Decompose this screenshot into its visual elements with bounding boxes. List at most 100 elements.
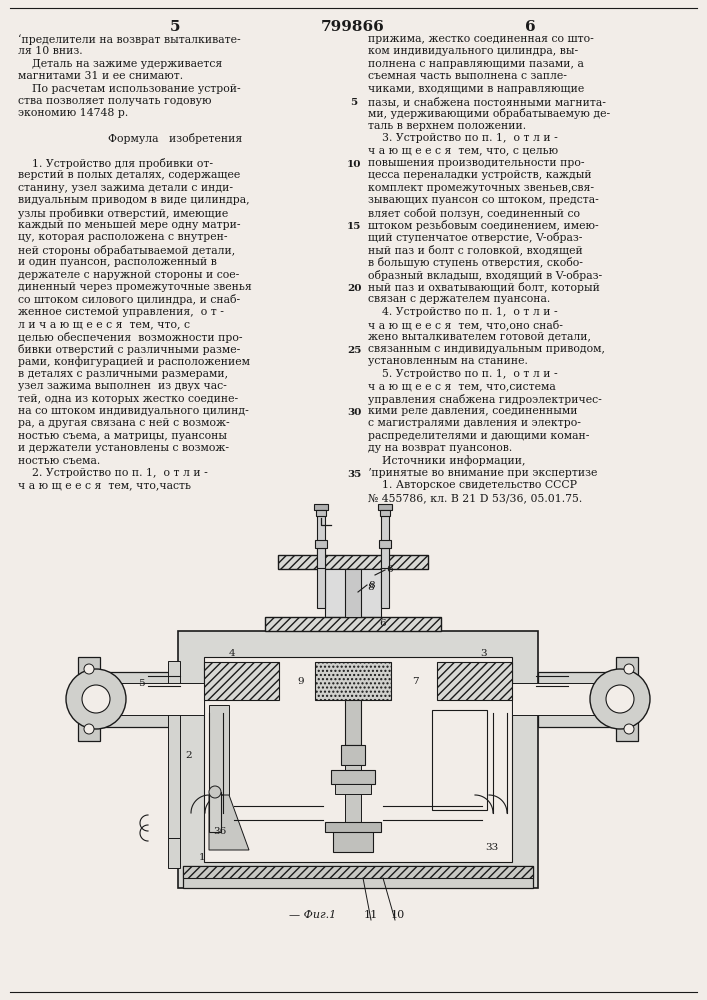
Text: 5: 5 xyxy=(351,98,358,107)
Text: ч а ю щ е е с я  тем, что,часть: ч а ю щ е е с я тем, что,часть xyxy=(18,480,191,490)
Text: узел зажима выполнен  из двух час-: узел зажима выполнен из двух час- xyxy=(18,381,227,391)
Circle shape xyxy=(624,664,634,674)
Text: цу, которая расположена с внутрен-: цу, которая расположена с внутрен- xyxy=(18,232,228,242)
Text: 3: 3 xyxy=(481,650,487,658)
Text: 2. Устройство по п. 1,  о т л и -: 2. Устройство по п. 1, о т л и - xyxy=(18,468,208,478)
Text: комплект промежуточных звеньев,свя-: комплект промежуточных звеньев,свя- xyxy=(368,183,594,193)
Text: в деталях с различными размерами,: в деталях с различными размерами, xyxy=(18,369,228,379)
Text: ч а ю щ е е с я  тем, что, с целью: ч а ю щ е е с я тем, что, с целью xyxy=(368,146,558,156)
Text: ком индивидуального цилиндра, вы-: ком индивидуального цилиндра, вы- xyxy=(368,46,578,56)
Bar xyxy=(333,830,373,852)
Text: ‘пределители на возврат выталкивате-: ‘пределители на возврат выталкивате- xyxy=(18,34,240,45)
Text: ностью съема, а матрицы, пуансоны: ностью съема, а матрицы, пуансоны xyxy=(18,431,227,441)
Bar xyxy=(314,504,328,510)
Bar xyxy=(209,792,221,832)
Bar xyxy=(378,504,392,510)
Text: 11: 11 xyxy=(364,910,378,920)
Text: ней стороны обрабатываемой детали,: ней стороны обрабатываемой детали, xyxy=(18,245,235,256)
Bar xyxy=(381,548,389,568)
Bar xyxy=(178,631,538,888)
Bar xyxy=(616,657,638,741)
Text: л и ч а ю щ е е с я  тем, что, с: л и ч а ю щ е е с я тем, что, с xyxy=(18,319,190,329)
Text: 20: 20 xyxy=(346,284,361,293)
Text: 7: 7 xyxy=(411,676,419,686)
Text: 5. Устройство по п. 1,  о т л и -: 5. Устройство по п. 1, о т л и - xyxy=(368,369,558,379)
Text: 36: 36 xyxy=(214,828,227,836)
Bar xyxy=(168,838,180,868)
Bar xyxy=(209,705,229,795)
Text: жено выталкивателем готовой детали,: жено выталкивателем готовой детали, xyxy=(368,332,591,342)
Text: ра, а другая связана с ней с возмож-: ра, а другая связана с ней с возмож- xyxy=(18,418,230,428)
Text: управления снабжена гидроэлектричес-: управления снабжена гидроэлектричес- xyxy=(368,394,602,405)
Bar xyxy=(432,710,487,810)
Text: полнена с направляющими пазами, а: полнена с направляющими пазами, а xyxy=(368,59,584,69)
Bar xyxy=(335,784,371,794)
Text: видуальным приводом в виде цилиндра,: видуальным приводом в виде цилиндра, xyxy=(18,195,250,205)
Text: 6: 6 xyxy=(380,618,386,628)
Text: 4: 4 xyxy=(228,650,235,658)
Bar xyxy=(204,657,512,862)
Text: магнитами 31 и ее снимают.: магнитами 31 и ее снимают. xyxy=(18,71,183,81)
Text: повышения производительности про-: повышения производительности про- xyxy=(368,158,585,168)
Text: каждый по меньшей мере одну матри-: каждый по меньшей мере одну матри- xyxy=(18,220,240,230)
Polygon shape xyxy=(209,795,249,850)
Text: рами, конфигурацией и расположением: рами, конфигурацией и расположением xyxy=(18,356,250,367)
Text: вляет собой ползун, соединенный со: вляет собой ползун, соединенный со xyxy=(368,208,580,219)
Text: ля 10 вниз.: ля 10 вниз. xyxy=(18,46,83,56)
Text: ʼпринятые во внимание при экспертизе: ʼпринятые во внимание при экспертизе xyxy=(368,468,597,478)
Bar xyxy=(379,540,391,548)
Text: установленным на станине.: установленным на станине. xyxy=(368,356,528,366)
Text: 1: 1 xyxy=(199,852,205,861)
Text: узлы пробивки отверстий, имеющие: узлы пробивки отверстий, имеющие xyxy=(18,208,228,219)
Text: 30: 30 xyxy=(347,408,361,417)
Text: 10: 10 xyxy=(391,910,405,920)
Text: — Фиг.1: — Фиг.1 xyxy=(289,910,337,920)
Text: 9: 9 xyxy=(298,676,304,686)
Bar xyxy=(78,657,100,741)
Text: верстий в полых деталях, содержащее: верстий в полых деталях, содержащее xyxy=(18,170,240,180)
Text: прижима, жестко соединенная со што-: прижима, жестко соединенная со што- xyxy=(368,34,594,44)
Bar xyxy=(437,662,512,700)
Bar xyxy=(183,866,533,888)
Text: 6: 6 xyxy=(525,20,535,34)
Text: ностью съема.: ностью съема. xyxy=(18,456,100,466)
Bar xyxy=(325,822,381,832)
Text: 5: 5 xyxy=(170,20,180,34)
Text: с магистралями давления и электро-: с магистралями давления и электро- xyxy=(368,418,581,428)
Text: тей, одна из которых жестко соедине-: тей, одна из которых жестко соедине- xyxy=(18,394,238,404)
Bar xyxy=(316,510,326,516)
Bar xyxy=(345,700,361,745)
Circle shape xyxy=(606,685,634,713)
Text: в большую ступень отверстия, скобо-: в большую ступень отверстия, скобо- xyxy=(368,257,583,268)
Text: № 455786, кл. В 21 D 53/36, 05.01.75.: № 455786, кл. В 21 D 53/36, 05.01.75. xyxy=(368,493,583,503)
Text: образный вкладыш, входящий в V-образ-: образный вкладыш, входящий в V-образ- xyxy=(368,270,602,281)
Bar xyxy=(315,540,327,548)
Text: таль в верхнем положении.: таль в верхнем положении. xyxy=(368,121,526,131)
Text: зывающих пуансон со штоком, предста-: зывающих пуансон со штоком, предста- xyxy=(368,195,599,205)
Text: пазы, и снабжена постоянными магнита-: пазы, и снабжена постоянными магнита- xyxy=(368,96,606,107)
Text: 1. Устройство для пробивки от-: 1. Устройство для пробивки от- xyxy=(18,158,213,169)
Bar xyxy=(98,672,178,727)
Circle shape xyxy=(82,685,110,713)
Bar xyxy=(381,508,389,608)
Text: Деталь на зажиме удерживается: Деталь на зажиме удерживается xyxy=(18,59,222,69)
Bar xyxy=(325,569,381,617)
Text: ч а ю щ е е с я  тем, что,оно снаб-: ч а ю щ е е с я тем, что,оно снаб- xyxy=(368,319,563,330)
Text: 4. Устройство по п. 1,  о т л и -: 4. Устройство по п. 1, о т л и - xyxy=(368,307,558,317)
Text: 8: 8 xyxy=(368,580,375,589)
Text: распределителями и дающими коман-: распределителями и дающими коман- xyxy=(368,431,590,441)
Text: ства позволяет получать годовую: ства позволяет получать годовую xyxy=(18,96,211,106)
Text: 25: 25 xyxy=(347,346,361,355)
Text: связан с держателем пуансона.: связан с держателем пуансона. xyxy=(368,294,550,304)
Text: кими реле давления, соединенными: кими реле давления, соединенными xyxy=(368,406,578,416)
Text: 2: 2 xyxy=(186,750,192,760)
Bar xyxy=(380,510,390,516)
Bar xyxy=(331,770,375,784)
Circle shape xyxy=(84,724,94,734)
Text: щий ступенчатое отверстие, V-образ-: щий ступенчатое отверстие, V-образ- xyxy=(368,232,583,243)
Text: 35: 35 xyxy=(347,470,361,479)
Text: и один пуансон, расположенный в: и один пуансон, расположенный в xyxy=(18,257,217,267)
Text: держателе с наружной стороны и сое-: держателе с наружной стороны и сое- xyxy=(18,270,239,280)
Text: 799866: 799866 xyxy=(321,20,385,34)
Bar xyxy=(345,569,361,617)
